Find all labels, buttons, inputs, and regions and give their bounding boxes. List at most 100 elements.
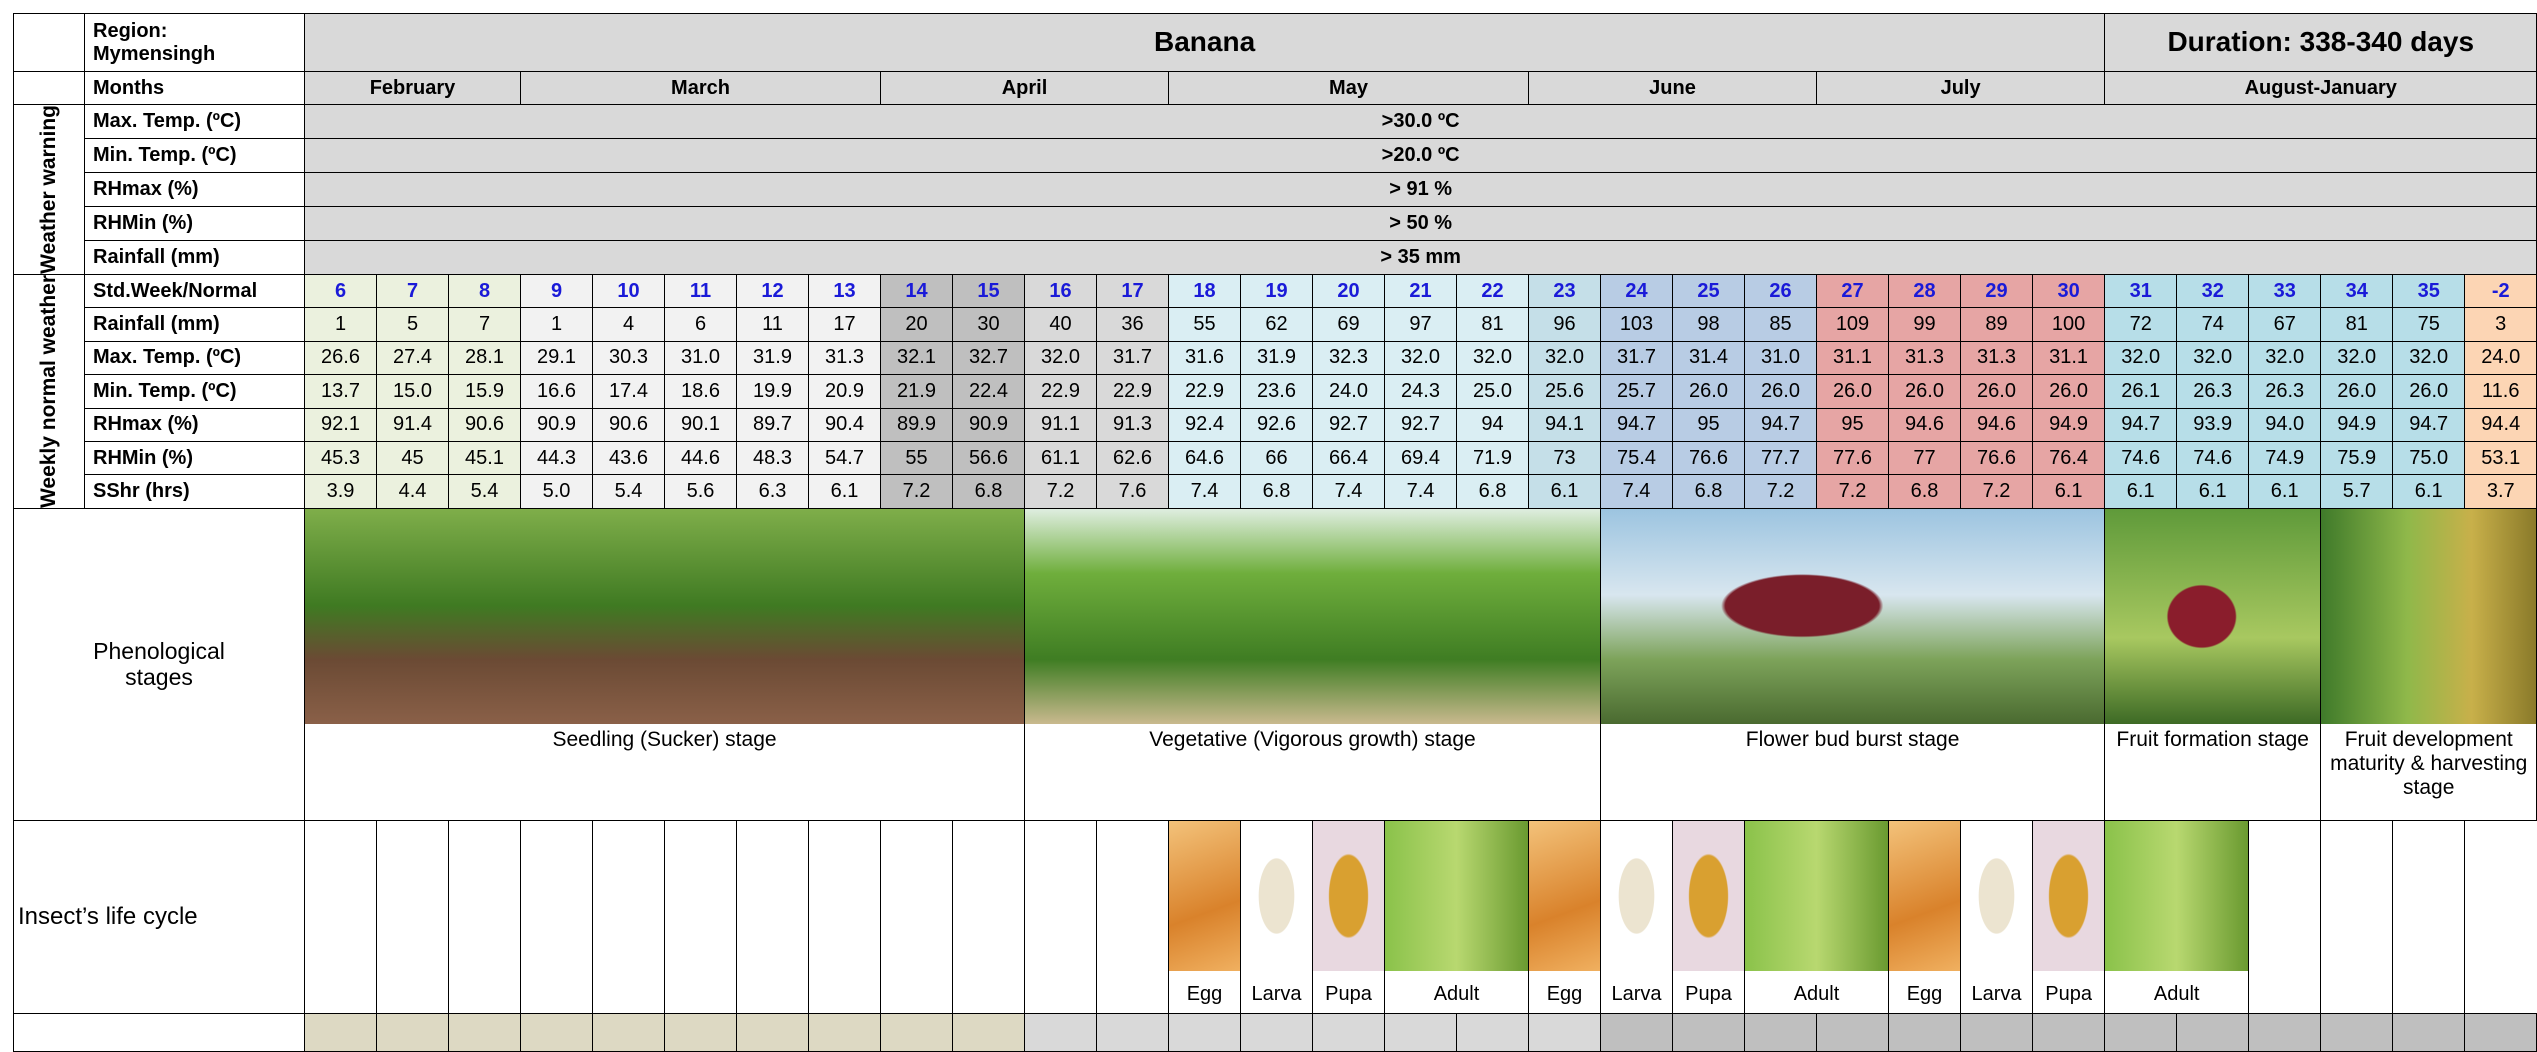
empty-cell (953, 820, 1025, 1013)
weather-value: 25.0 (1457, 375, 1529, 408)
weather-value: 4.4 (377, 475, 449, 509)
weather-value: 45.1 (449, 441, 521, 474)
empty-cell (2465, 1013, 2537, 1051)
weather-value: 6.8 (1241, 475, 1313, 509)
month: February (305, 72, 521, 105)
weather-value: 13.7 (305, 375, 377, 408)
stage-caption: Fruit formation stage (2105, 724, 2320, 820)
week-number: 7 (377, 274, 449, 307)
weather-value: 40 (1025, 308, 1097, 341)
weather-value: 20.9 (809, 375, 881, 408)
crop-title: Banana (305, 14, 2105, 72)
empty-cell (1889, 1013, 1961, 1051)
week-number: 19 (1241, 274, 1313, 307)
weather-value: 5.7 (2321, 475, 2393, 509)
weather-value: 48.3 (737, 441, 809, 474)
weather-value: 6.1 (2033, 475, 2105, 509)
weather-value: 28.1 (449, 341, 521, 374)
weather-value: 6.1 (2105, 475, 2177, 509)
week-number: 15 (953, 274, 1025, 307)
weather-value: 32.3 (1313, 341, 1385, 374)
weather-value: 25.7 (1601, 375, 1673, 408)
weather-value: 7.6 (1097, 475, 1169, 509)
warning-row: Rainfall (mm)> 35 mm (14, 240, 2537, 274)
weather-value: 24.3 (1385, 375, 1457, 408)
weather-value: 76.6 (1961, 441, 2033, 474)
warning-row: Min. Temp. (ºC)>20.0 ºC (14, 138, 2537, 172)
weather-value: 4 (593, 308, 665, 341)
weather-value: 61.1 (1025, 441, 1097, 474)
weather-value: 6 (665, 308, 737, 341)
weather-value: 32.0 (1529, 341, 1601, 374)
warning-value: > 35 mm (305, 240, 2537, 274)
weather-value: 94.1 (1529, 408, 1601, 441)
weather-value: 76.6 (1673, 441, 1745, 474)
weather-value: 95 (1817, 408, 1889, 441)
weather-value: 32.0 (2249, 341, 2321, 374)
blank-cell (14, 1013, 305, 1051)
weather-value: 5 (377, 308, 449, 341)
stage-caption: Seedling (Sucker) stage (305, 724, 1024, 820)
weather-value: 30.3 (593, 341, 665, 374)
empty-cell (449, 820, 521, 1013)
phenology-stage: Fruit development maturity & harvesting … (2321, 508, 2537, 820)
empty-cell (2321, 820, 2393, 1013)
weather-value: 103 (1601, 308, 1673, 341)
week-number: 20 (1313, 274, 1385, 307)
weather-value: 89.9 (881, 408, 953, 441)
weather-value: 94.7 (2105, 408, 2177, 441)
weather-value: 100 (2033, 308, 2105, 341)
weather-value: 109 (1817, 308, 1889, 341)
weather-value: 6.1 (2393, 475, 2465, 509)
stage-label: Pupa (1673, 971, 1744, 1006)
phenology-stage: Fruit formation stage (2105, 508, 2321, 820)
weather-value: 7.2 (881, 475, 953, 509)
weather-value: 3.9 (305, 475, 377, 509)
weather-value: 75 (2393, 308, 2465, 341)
weather-value: 89.7 (737, 408, 809, 441)
photo (2105, 821, 2248, 971)
weather-value: 94.7 (1601, 408, 1673, 441)
week-number: 30 (2033, 274, 2105, 307)
stage-label: Adult (1745, 971, 1888, 1006)
empty-cell (2249, 1013, 2321, 1051)
weather-value: 66 (1241, 441, 1313, 474)
weather-value: 77 (1889, 441, 1961, 474)
weather-value: 90.1 (665, 408, 737, 441)
weather-value: 6.3 (737, 475, 809, 509)
blank-cell (14, 14, 85, 72)
stage-label: Larva (1241, 971, 1312, 1006)
week-number: 6 (305, 274, 377, 307)
weather-value: 26.0 (1889, 375, 1961, 408)
week-number: 35 (2393, 274, 2465, 307)
warning-row: RHmax (%)> 91 % (14, 172, 2537, 206)
empty-cell (593, 1013, 665, 1051)
weather-value: 31.7 (1601, 341, 1673, 374)
empty-cell (1097, 1013, 1169, 1051)
weather-value: 67 (2249, 308, 2321, 341)
weather-value: 32.0 (1025, 341, 1097, 374)
week-number: 29 (1961, 274, 2033, 307)
week-number: 32 (2177, 274, 2249, 307)
group-label: Weather warning (36, 105, 61, 274)
weather-value: 62 (1241, 308, 1313, 341)
weather-value: 90.6 (449, 408, 521, 441)
weather-value: 74 (2177, 308, 2249, 341)
weather-value: 6.1 (2177, 475, 2249, 509)
warning-row: RHMin (%)> 50 % (14, 206, 2537, 240)
row-label: RHMin (%) (85, 441, 305, 474)
weather-value: 95 (1673, 408, 1745, 441)
blank-cell (14, 72, 85, 105)
weather-value: 89 (1961, 308, 2033, 341)
weather-value: 76.4 (2033, 441, 2105, 474)
weather-value: 32.1 (881, 341, 953, 374)
row-label: Rainfall (mm) (85, 308, 305, 341)
insect-stage: Adult (1745, 820, 1889, 1013)
weather-value: 69.4 (1385, 441, 1457, 474)
weather-value: 31.3 (809, 341, 881, 374)
empty-cell (377, 1013, 449, 1051)
